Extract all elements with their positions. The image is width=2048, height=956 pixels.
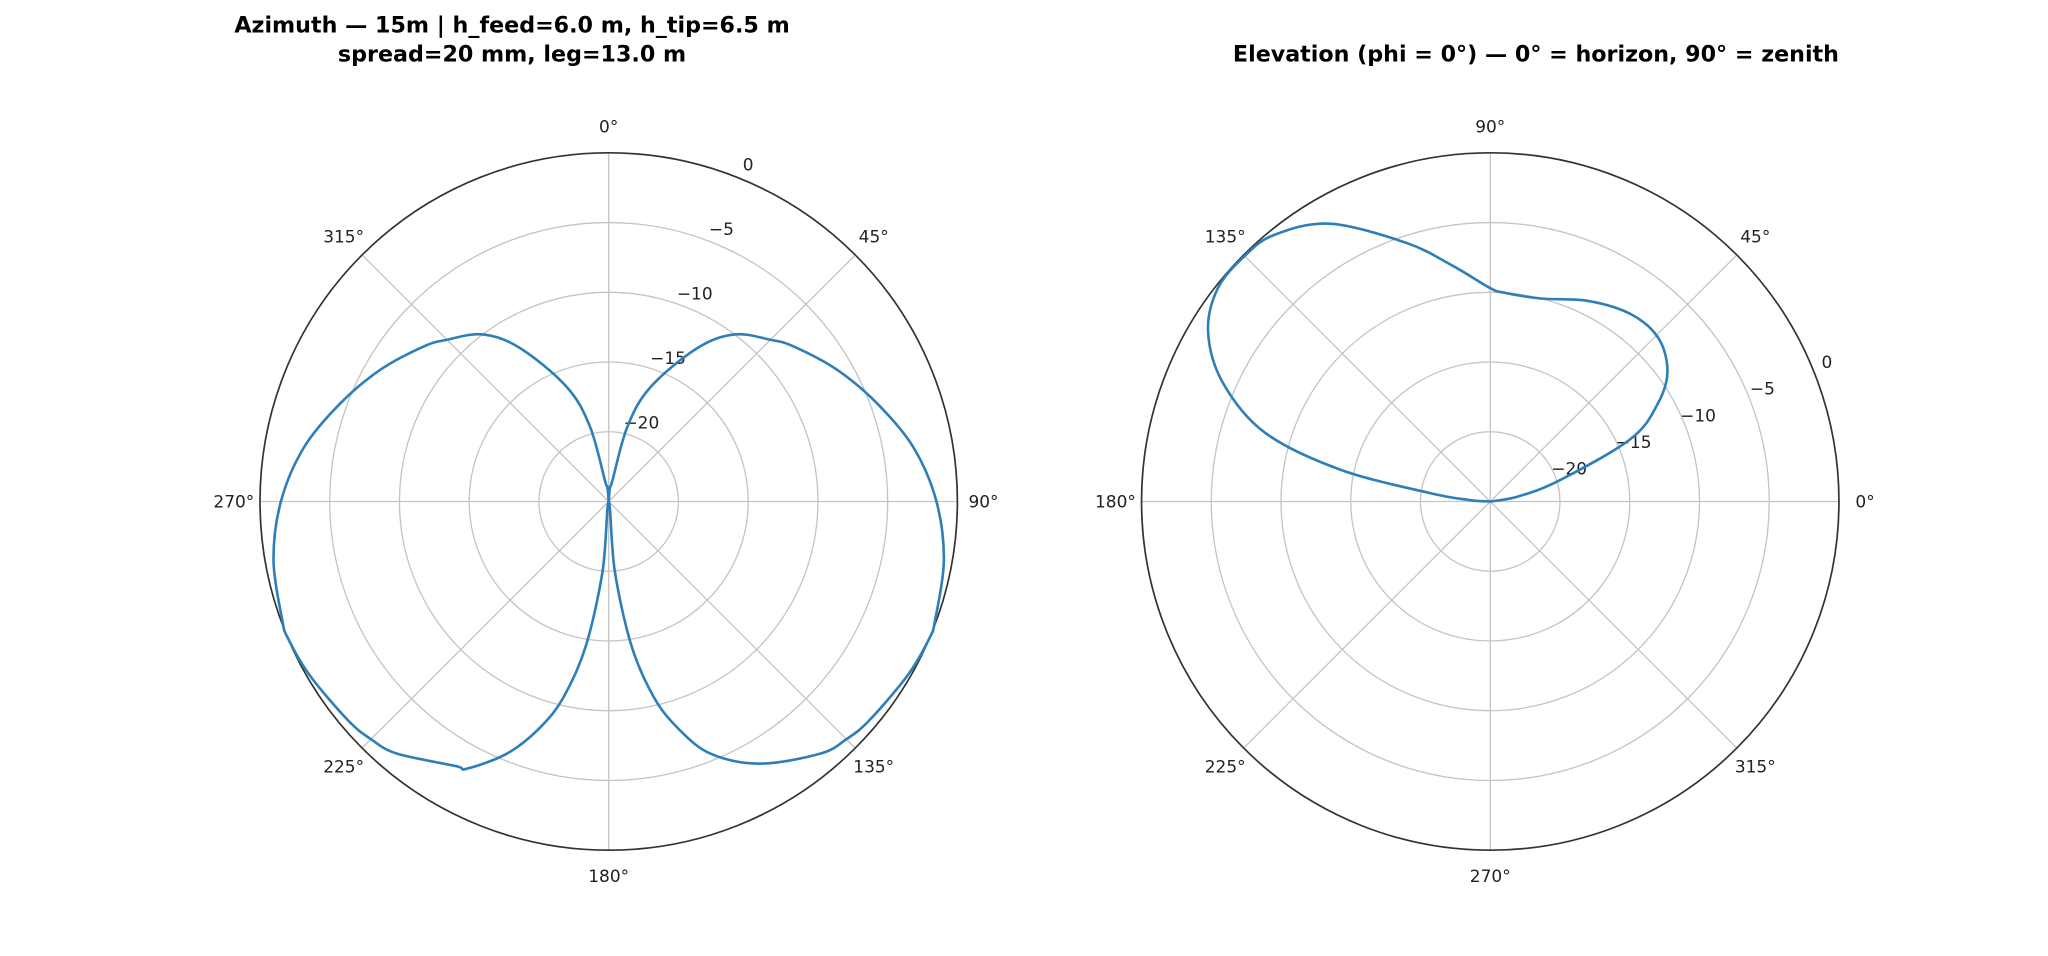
theta-tick-label: 0° bbox=[599, 118, 618, 138]
grid-spoke bbox=[361, 501, 610, 749]
grid-spoke bbox=[608, 501, 856, 749]
radial-tick-label: −10 bbox=[677, 285, 713, 305]
radial-tick-label: −5 bbox=[709, 220, 734, 240]
radial-tick-label: −15 bbox=[1616, 433, 1652, 453]
theta-tick-label: 45° bbox=[859, 227, 889, 247]
theta-tick-label: 225° bbox=[1205, 757, 1246, 777]
radial-tick-label: −5 bbox=[1750, 380, 1775, 400]
theta-tick-label: 135° bbox=[853, 757, 894, 777]
elevation-polar-chart: Elevation (phi = 0°) — 0° = horizon, 90°… bbox=[1095, 41, 1875, 887]
grid-spoke bbox=[361, 254, 610, 502]
grid-spoke bbox=[608, 254, 856, 502]
theta-tick-label: 270° bbox=[1470, 867, 1511, 887]
grid-spoke bbox=[1243, 501, 1491, 749]
theta-tick-label: 180° bbox=[1095, 492, 1136, 512]
theta-tick-label: 0° bbox=[1855, 492, 1874, 512]
theta-tick-label: 315° bbox=[323, 227, 364, 247]
radial-tick-label: −20 bbox=[623, 413, 659, 433]
theta-tick-label: 180° bbox=[588, 867, 629, 887]
polar-frame bbox=[1140, 151, 1840, 852]
radial-tick-label: −20 bbox=[1551, 460, 1587, 480]
theta-tick-label: 135° bbox=[1205, 227, 1246, 247]
gain-pattern-line bbox=[1206, 222, 1669, 503]
theta-tick-label: 90° bbox=[968, 492, 998, 512]
azimuth-polar-chart: Azimuth — 15m | h_feed=6.0 m, h_tip=6.5 … bbox=[213, 13, 998, 888]
chart-title-line-2: spread=20 mm, leg=13.0 m bbox=[338, 41, 686, 67]
chart-title-line-1: Azimuth — 15m | h_feed=6.0 m, h_tip=6.5 … bbox=[234, 13, 789, 39]
theta-tick-label: 45° bbox=[1740, 227, 1770, 247]
theta-tick-label: 225° bbox=[323, 757, 364, 777]
theta-tick-label: 315° bbox=[1735, 757, 1776, 777]
grid-spoke bbox=[1489, 501, 1738, 749]
radial-tick-label: −10 bbox=[1680, 406, 1716, 426]
radial-tick-label: 0 bbox=[1821, 353, 1832, 373]
polar-frame bbox=[259, 151, 959, 852]
grid-spoke bbox=[1489, 254, 1738, 502]
radial-tick-label: 0 bbox=[743, 156, 754, 176]
theta-tick-label: 270° bbox=[213, 492, 254, 512]
theta-tick-label: 90° bbox=[1475, 118, 1505, 138]
grid-spoke bbox=[1243, 254, 1491, 502]
gain-pattern-line bbox=[272, 332, 946, 771]
chart-title: Elevation (phi = 0°) — 0° = horizon, 90°… bbox=[1233, 41, 1839, 67]
